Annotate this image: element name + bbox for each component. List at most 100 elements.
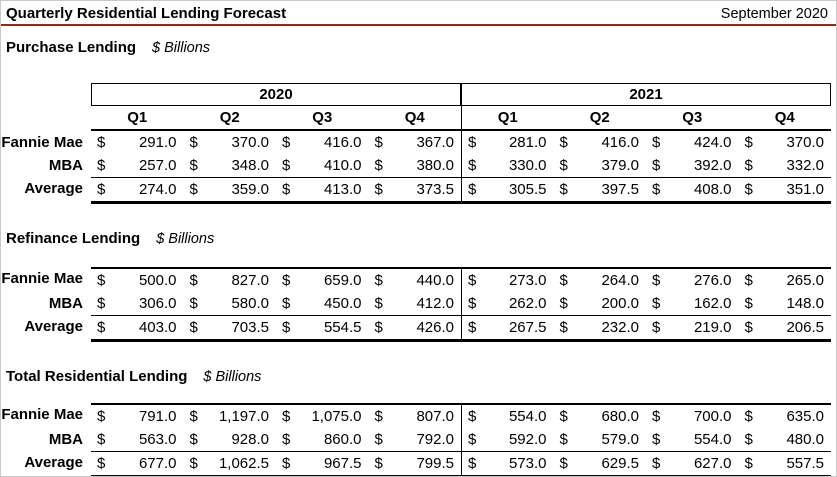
value: 392.0 [693, 157, 732, 174]
currency-symbol: $ [744, 431, 753, 448]
value-cell: $500.0 [91, 267, 184, 292]
value: 500.0 [138, 272, 177, 289]
value: 967.5 [323, 455, 362, 472]
value-cell: $370.0 [184, 131, 277, 154]
value: 629.5 [601, 455, 639, 472]
value: 627.0 [693, 455, 732, 472]
purchase-table: 2020 2021 Q1 Q2 Q3 Q4 Q1 Q2 Q3 Q4 Fannie… [1, 83, 831, 204]
value: 703.5 [231, 319, 269, 336]
value: 412.0 [416, 295, 454, 312]
value: 557.5 [786, 455, 824, 472]
currency-symbol: $ [97, 134, 106, 151]
value: 1,075.0 [311, 408, 362, 425]
value-cell: $827.0 [183, 267, 276, 292]
currency-symbol: $ [652, 408, 661, 425]
value: 397.5 [601, 181, 639, 198]
value: 1,062.5 [218, 455, 269, 472]
value-cell: $967.5 [276, 451, 369, 476]
value-cell: $450.0 [276, 292, 369, 315]
currency-symbol: $ [374, 408, 383, 425]
section-title: Purchase Lending [6, 39, 137, 56]
currency-symbol: $ [744, 455, 753, 472]
currency-symbol: $ [652, 295, 661, 312]
currency-symbol: $ [559, 157, 568, 174]
report-date: September 2020 [720, 6, 828, 22]
value: 351.0 [786, 181, 824, 198]
currency-symbol: $ [374, 295, 383, 312]
row-label: Fannie Mae [1, 134, 83, 151]
value-cell: $579.0 [554, 428, 647, 451]
value: 219.0 [693, 319, 732, 336]
value-cell: $412.0 [369, 292, 462, 315]
value: 563.0 [138, 431, 177, 448]
value: 928.0 [231, 431, 269, 448]
value: 370.0 [231, 134, 269, 151]
value-cell: $580.0 [184, 292, 277, 315]
value: 276.0 [693, 272, 732, 289]
unit-label: $ Billions [203, 369, 262, 385]
value: 359.0 [231, 181, 269, 198]
value: 206.5 [786, 319, 824, 336]
value: 306.0 [138, 295, 177, 312]
value-cell: $416.0 [276, 131, 369, 154]
value-cell: $265.0 [738, 267, 831, 292]
currency-symbol: $ [744, 181, 753, 198]
quarter-header: Q4 [738, 106, 831, 131]
value: 413.0 [323, 181, 362, 198]
value-cell: $257.0 [91, 154, 184, 177]
currency-symbol: $ [468, 181, 477, 198]
refinance-table: Fannie Mae $500.0 $827.0 $659.0 $440.0 $… [1, 267, 831, 342]
value-cell: $200.0 [554, 292, 647, 315]
value: 799.5 [416, 455, 454, 472]
value: 791.0 [138, 408, 177, 425]
value-cell: $554.0 [461, 403, 554, 428]
corner-spacer [1, 83, 91, 106]
currency-symbol: $ [282, 181, 291, 198]
currency-symbol: $ [652, 157, 661, 174]
value: 680.0 [601, 408, 639, 425]
currency-symbol: $ [189, 431, 198, 448]
value: 592.0 [508, 431, 547, 448]
value-cell: $659.0 [276, 267, 369, 292]
value-cell: $276.0 [646, 267, 739, 292]
currency-symbol: $ [97, 181, 106, 198]
value-cell: $380.0 [369, 154, 462, 177]
currency-symbol: $ [374, 431, 383, 448]
value: 554.0 [693, 431, 732, 448]
value: 232.0 [601, 319, 639, 336]
value-cell: $306.0 [91, 292, 184, 315]
value: 579.0 [601, 431, 639, 448]
currency-symbol: $ [468, 319, 477, 336]
value: 792.0 [416, 431, 454, 448]
currency-symbol: $ [744, 295, 753, 312]
unit-label: $ Billions [156, 231, 215, 247]
quarter-header: Q2 [553, 106, 646, 131]
currency-symbol: $ [189, 157, 198, 174]
value: 348.0 [231, 157, 269, 174]
currency-symbol: $ [744, 319, 753, 336]
section-heading-total: Total Residential Lending $ Billions [1, 368, 836, 385]
section-heading-purchase: Purchase Lending $ Billions [1, 39, 836, 56]
quarter-header: Q1 [461, 106, 554, 131]
currency-symbol: $ [189, 319, 198, 336]
value-cell: $370.0 [739, 131, 832, 154]
currency-symbol: $ [374, 455, 383, 472]
value-cell: $162.0 [646, 292, 739, 315]
value-cell: $635.0 [738, 403, 831, 428]
value: 380.0 [416, 157, 454, 174]
currency-symbol: $ [652, 455, 661, 472]
currency-symbol: $ [282, 134, 291, 151]
row-label: MBA [48, 157, 83, 174]
value: 148.0 [786, 295, 824, 312]
value: 332.0 [786, 157, 824, 174]
value: 440.0 [416, 272, 454, 289]
currency-symbol: $ [189, 408, 198, 425]
currency-symbol: $ [282, 408, 291, 425]
value-cell: $416.0 [554, 131, 647, 154]
value: 274.0 [138, 181, 177, 198]
value-cell: $379.0 [554, 154, 647, 177]
row-label: Fannie Mae [1, 406, 83, 423]
value: 162.0 [693, 295, 732, 312]
value-cell: $264.0 [553, 267, 646, 292]
value: 264.0 [601, 272, 639, 289]
